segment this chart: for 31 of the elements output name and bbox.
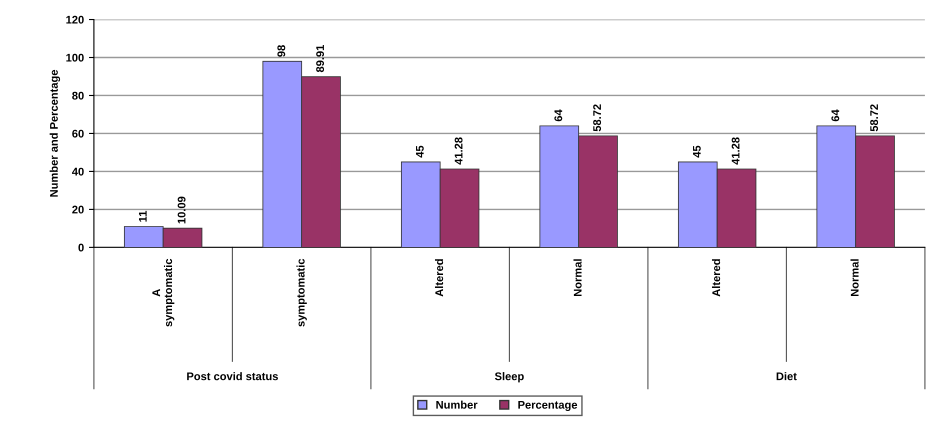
- data-label: 45: [416, 146, 424, 158]
- text: Post covid status: [187, 372, 278, 380]
- x-tick-label: A symptomatic: [152, 258, 174, 327]
- x-tick-label: Normal: [850, 259, 859, 296]
- data-label: 58.72: [870, 104, 878, 132]
- x-tick-label: Altered: [712, 259, 720, 296]
- y-axis-title: Number and Percentage: [50, 70, 60, 197]
- data-label: 45: [693, 146, 701, 158]
- y-tick-label: 120: [66, 16, 84, 24]
- data-label: 58.72: [593, 104, 602, 132]
- y-tick-label: 40: [72, 168, 84, 176]
- x-tick-label: Normal: [573, 259, 582, 296]
- y-tick-label: 80: [72, 92, 84, 100]
- y-tick-label: 0: [78, 244, 84, 252]
- data-label: 41.28: [454, 137, 463, 165]
- data-label: 64: [554, 109, 562, 122]
- text: Sleep: [494, 372, 524, 382]
- data-label: 64: [831, 109, 840, 122]
- data-label: 98: [277, 45, 286, 57]
- data-label: 89.91: [316, 45, 324, 72]
- x-tick-label: symptomatic: [296, 258, 307, 327]
- legend-label: Percentage: [518, 400, 578, 411]
- legend-label: Number: [436, 400, 478, 409]
- text: Diet: [776, 372, 797, 380]
- y-tick-label: 20: [72, 206, 84, 214]
- y-tick-label: 100: [66, 54, 84, 62]
- data-label: 11: [138, 210, 147, 222]
- x-tick-label: Altered: [434, 259, 444, 296]
- data-label: 41.28: [732, 137, 740, 165]
- y-tick-label: 60: [72, 130, 84, 138]
- data-label: 10.09: [178, 196, 186, 224]
